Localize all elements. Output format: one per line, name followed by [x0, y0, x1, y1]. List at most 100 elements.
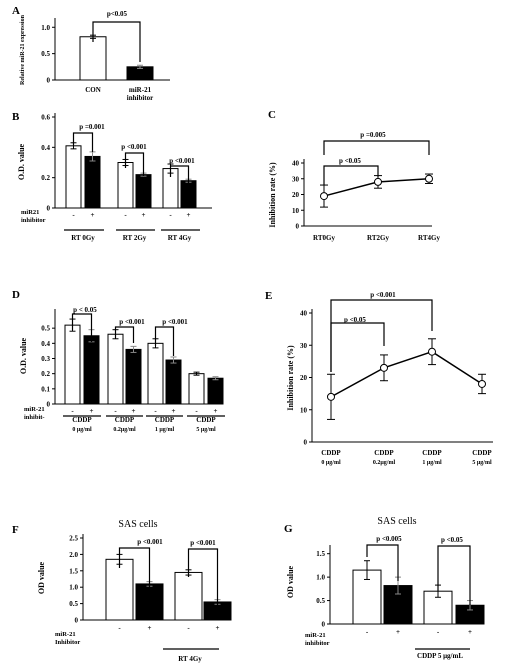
- significance-bracket: [114, 326, 135, 343]
- y-tick-label: 0: [47, 77, 51, 85]
- y-tick-label: 20: [300, 374, 308, 382]
- bar: [79, 36, 107, 81]
- inhibitor-label: miR-21: [24, 406, 45, 413]
- y-tick-label: 0: [47, 401, 51, 409]
- bar: [180, 180, 197, 209]
- category-label: 0 μg/ml: [321, 460, 341, 466]
- y-tick-label: 0.4: [41, 340, 50, 348]
- y-tick-label: 30: [292, 175, 300, 183]
- group-label: RT 0Gy: [71, 234, 95, 242]
- category-label: miR-21 inhibitor: [127, 86, 153, 102]
- category-label: 0.2μg/ml: [373, 460, 396, 466]
- significance-bracket: [330, 299, 433, 372]
- bar: [84, 155, 101, 209]
- series-line: [330, 350, 483, 398]
- sign-label: +: [132, 407, 136, 415]
- group-label: CDDP: [115, 416, 135, 424]
- bar-group: - +: [352, 560, 413, 636]
- sign-label: -: [437, 628, 440, 636]
- bar-group: CON miR-21 inhibitor: [79, 34, 154, 102]
- significance-label: p =0.005: [360, 131, 386, 139]
- category-label: 5 μg/ml: [472, 460, 492, 466]
- y-tick-label: 0: [75, 617, 79, 625]
- inhibitor-label: miR21: [21, 209, 39, 216]
- group-label: RT 4Gy: [168, 234, 192, 242]
- significance-bracket: [92, 21, 141, 62]
- data-point: [380, 363, 388, 372]
- sign-label: +: [142, 211, 146, 219]
- bar: [83, 335, 100, 405]
- significance-label: p =0.001: [79, 123, 105, 131]
- significance-bracket: [323, 140, 430, 155]
- inhibitor-label: inhibit-: [24, 414, 45, 421]
- sign-label: +: [187, 211, 191, 219]
- inhibitor-label: miR-21: [55, 631, 76, 638]
- category-label: CON: [85, 86, 101, 94]
- y-tick-label: 0: [322, 621, 326, 629]
- bar: [105, 558, 134, 621]
- significance-label: p <0.001: [169, 157, 195, 165]
- significance-bracket: [323, 165, 379, 185]
- significance-bracket: [187, 548, 219, 611]
- y-tick-label: 0.6: [41, 114, 50, 122]
- y-tick-label: 20: [292, 191, 300, 199]
- group-label: CDDP: [155, 416, 175, 424]
- category-label: RT2Gy: [367, 234, 389, 242]
- bar: [117, 162, 134, 209]
- y-tick-label: 0.5: [316, 597, 325, 605]
- data-point: [327, 392, 335, 401]
- significance-label: p <0.05: [344, 316, 366, 324]
- y-tick-label: 30: [300, 342, 308, 350]
- y-axis-label: Relative miR-21 expression: [20, 14, 26, 85]
- bar-group: - + RT 4Gy: [163, 569, 232, 663]
- y-tick-label: 0.5: [41, 325, 50, 333]
- group-label: RT 2Gy: [123, 234, 147, 242]
- bar-group: - + RT 2Gy: [116, 158, 155, 242]
- significance-label: p<0.05: [107, 10, 128, 18]
- bar-group: - +CDDP 0 μg/ml: [63, 318, 101, 433]
- y-tick-label: 1.5: [316, 550, 325, 558]
- sign-label: -: [187, 624, 190, 632]
- group-sublabel: 0 μg/ml: [72, 427, 92, 433]
- y-tick-label: 0.2: [41, 174, 50, 182]
- y-tick-label: 2.5: [69, 535, 78, 543]
- sign-label: -: [124, 211, 127, 219]
- panel-letter: G: [284, 523, 293, 535]
- bar-group: - + RT 4Gy: [161, 163, 200, 242]
- bar: [125, 348, 142, 405]
- y-tick-label: 0: [47, 205, 51, 213]
- significance-bracket: [330, 322, 385, 372]
- bar-group: - +CDDP 0.2μg/ml: [106, 329, 143, 433]
- y-axis-label: O.D. value: [17, 143, 26, 180]
- sign-label: -: [366, 628, 369, 636]
- panel-title: SAS cells: [377, 516, 416, 527]
- group-label: CDDP: [72, 416, 92, 424]
- sign-label: +: [90, 407, 94, 415]
- y-axis-label: OD value: [37, 561, 46, 594]
- sign-label: -: [154, 407, 157, 415]
- panel-letter: A: [12, 5, 20, 17]
- group-sublabel: 0.2μg/ml: [113, 427, 136, 433]
- y-tick-label: 40: [300, 310, 308, 318]
- significance-label: p <0.001: [137, 538, 163, 546]
- sign-label: -: [114, 407, 117, 415]
- category-label: CDDP: [472, 449, 492, 457]
- inhibitor-label: Inhibitor: [55, 639, 80, 646]
- significance-label: p <0.001: [119, 318, 145, 326]
- y-tick-label: 0.1: [41, 385, 50, 393]
- bar-group: - +CDDP 1 μg/ml: [146, 338, 183, 433]
- data-point: [428, 347, 436, 356]
- group-sublabel: 1 μg/ml: [155, 427, 175, 433]
- y-axis-label: O.D. value: [19, 337, 28, 374]
- sign-label: -: [169, 211, 172, 219]
- group-label: RT 4Gy: [178, 655, 202, 663]
- y-tick-label: 2.0: [69, 551, 78, 559]
- bar: [135, 174, 152, 209]
- data-point: [374, 177, 382, 186]
- inhibitor-label: miR-21: [305, 632, 326, 639]
- category-label: RT0Gy: [313, 234, 335, 242]
- panel-letter: C: [268, 109, 276, 121]
- sign-label: -: [71, 407, 74, 415]
